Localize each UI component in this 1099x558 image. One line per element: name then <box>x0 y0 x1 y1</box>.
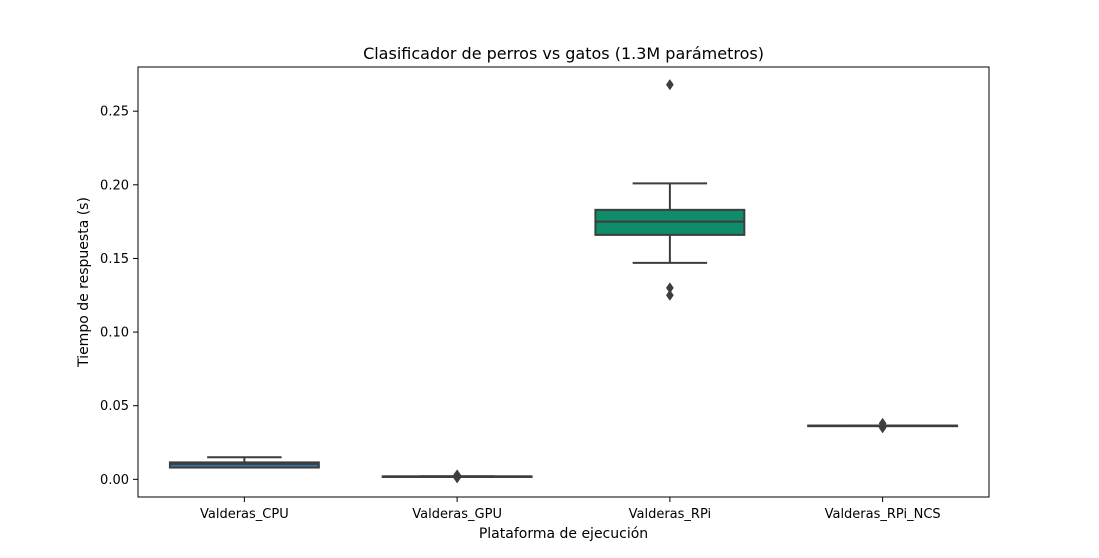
box-2 <box>381 469 533 484</box>
y-tick-label: 0.25 <box>100 105 129 120</box>
y-tick-label: 0.05 <box>100 399 129 414</box>
box-1 <box>168 456 320 469</box>
axes: 0.00 0.05 0.10 0.15 0.20 0.25 Valderas_CPU Vald… <box>100 66 990 522</box>
box-4 <box>807 417 959 434</box>
x-tick-label: Valderas_RPi_NCS <box>825 507 941 522</box>
y-tick-label: 0.20 <box>100 178 129 193</box>
outlier-point <box>453 469 462 481</box>
y-tick-label: 0.00 <box>100 473 129 488</box>
outlier-point <box>665 289 674 301</box>
y-tick-label: 0.15 <box>100 252 129 267</box>
y-tick-label: 0.10 <box>100 326 129 341</box>
outlier-point <box>665 282 674 294</box>
box-3 <box>594 79 746 301</box>
outlier-point <box>665 79 674 91</box>
plot-area <box>168 79 959 484</box>
outlier-point <box>878 417 887 430</box>
y-axis-label: Tiempo de respuesta (s) <box>76 197 92 368</box>
x-axis-label: Plataforma de ejecución <box>479 526 648 542</box>
chart-title: Clasificador de perros vs gatos (1.3M pa… <box>363 44 764 63</box>
x-tick-label: Valderas_CPU <box>200 507 289 522</box>
x-tick-label: Valderas_GPU <box>412 507 502 522</box>
x-tick-label: Valderas_RPi <box>629 507 712 522</box>
iqr-box <box>168 461 320 469</box>
plot-frame <box>137 66 990 498</box>
